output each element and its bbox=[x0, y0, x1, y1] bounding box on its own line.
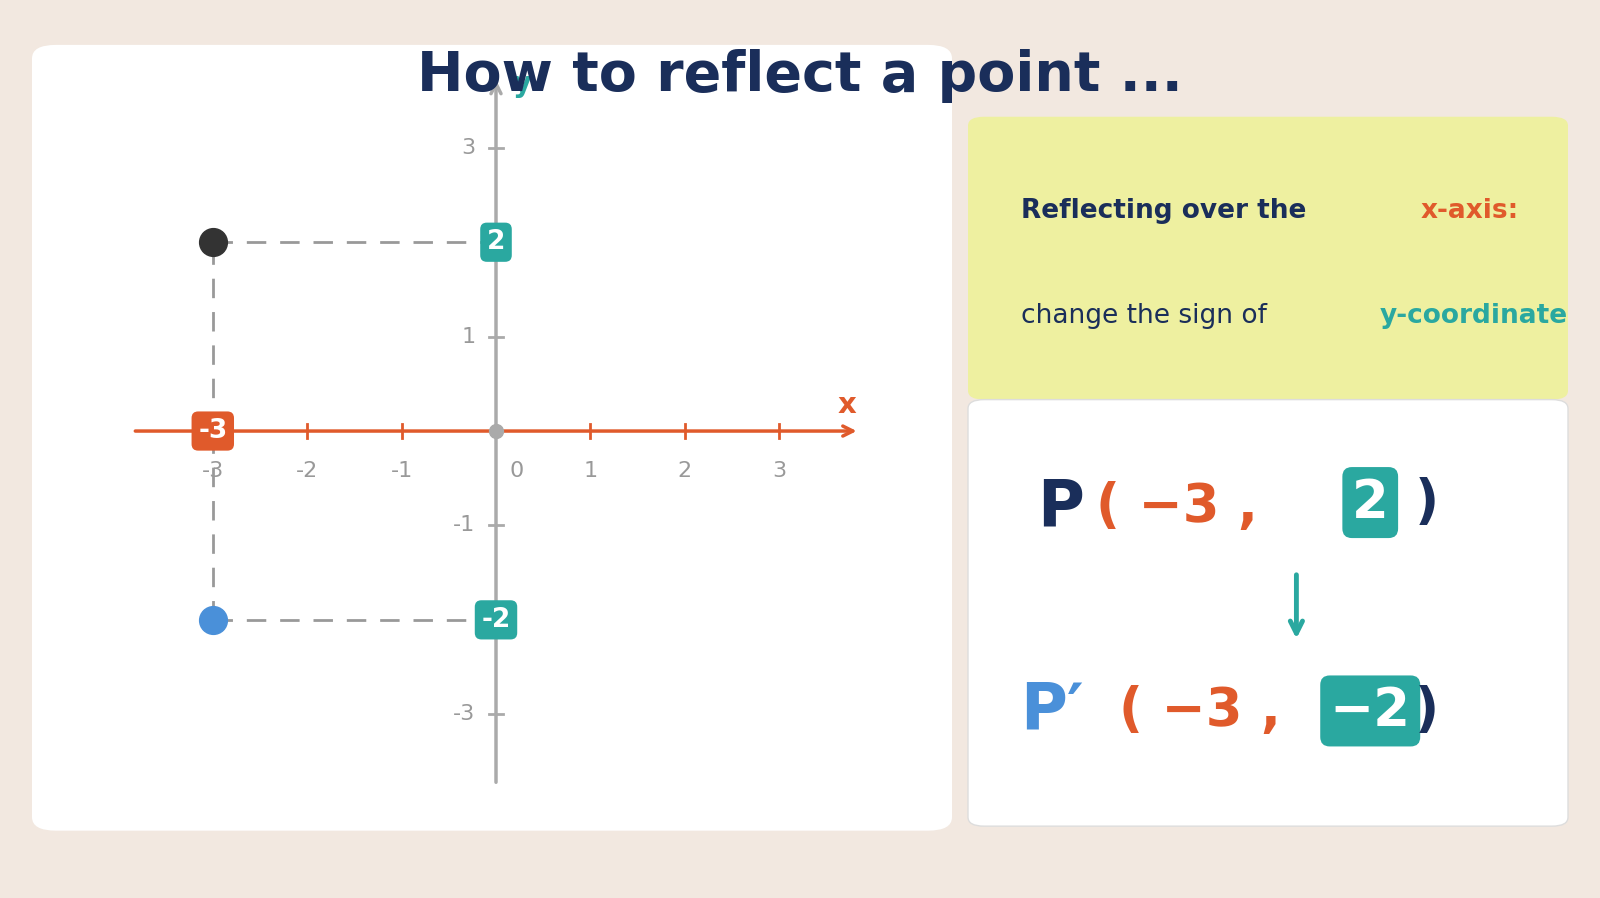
Text: -2: -2 bbox=[296, 462, 318, 481]
Text: 3: 3 bbox=[773, 462, 786, 481]
Text: 2: 2 bbox=[1352, 477, 1389, 529]
Text: P: P bbox=[1037, 476, 1083, 539]
Text: x: x bbox=[838, 391, 856, 418]
Text: -3: -3 bbox=[198, 418, 227, 444]
Text: P′: P′ bbox=[1021, 680, 1085, 742]
Text: -3: -3 bbox=[453, 704, 475, 725]
Text: 0: 0 bbox=[510, 462, 523, 481]
Text: How to reflect a point ...: How to reflect a point ... bbox=[418, 49, 1182, 103]
Text: -1: -1 bbox=[390, 462, 413, 481]
Text: ): ) bbox=[1414, 685, 1438, 737]
Text: 1: 1 bbox=[584, 462, 597, 481]
Text: 1: 1 bbox=[461, 327, 475, 347]
Text: Reflecting over the: Reflecting over the bbox=[1021, 198, 1315, 224]
Text: -1: -1 bbox=[453, 515, 475, 535]
Text: ( −3 ,: ( −3 , bbox=[1118, 685, 1280, 737]
Text: -3: -3 bbox=[202, 462, 224, 481]
Text: 2: 2 bbox=[678, 462, 691, 481]
Text: ): ) bbox=[1414, 477, 1438, 529]
Text: ( −3 ,: ( −3 , bbox=[1096, 481, 1258, 533]
Text: change the sign of: change the sign of bbox=[1021, 304, 1275, 329]
Text: 2: 2 bbox=[486, 229, 506, 255]
Text: −2: −2 bbox=[1330, 685, 1411, 737]
Text: 3: 3 bbox=[461, 137, 475, 158]
Text: -2: -2 bbox=[482, 607, 510, 633]
Text: y-coordinate: y-coordinate bbox=[1379, 304, 1568, 329]
Text: x-axis:: x-axis: bbox=[1421, 198, 1518, 224]
Text: y: y bbox=[514, 70, 531, 98]
